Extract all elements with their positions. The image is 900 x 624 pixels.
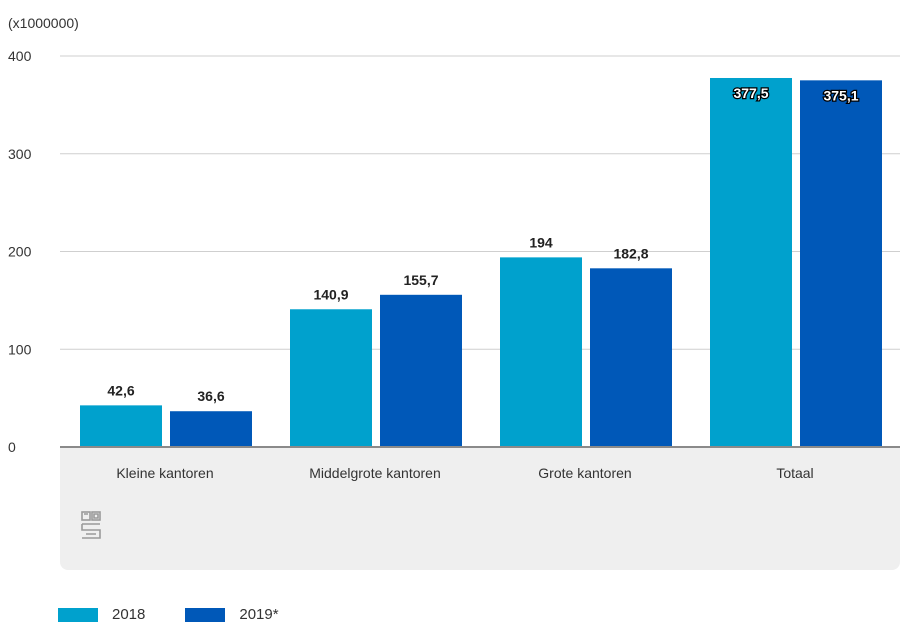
bar xyxy=(710,77,792,448)
data-label: 182,8 xyxy=(613,245,648,261)
bar xyxy=(500,257,582,447)
bar xyxy=(80,405,162,447)
data-label: 42,6 xyxy=(107,382,134,398)
y-tick-label: 0 xyxy=(8,439,16,455)
data-label: 140,9 xyxy=(313,286,348,302)
legend: 2018 2019* xyxy=(58,606,279,623)
bar xyxy=(800,80,882,447)
cbs-logo-icon xyxy=(81,511,101,539)
y-tick-label: 300 xyxy=(8,146,32,162)
category-label: Grote kantoren xyxy=(538,465,631,481)
data-label: 36,6 xyxy=(197,388,224,404)
y-tick-label: 400 xyxy=(8,48,32,64)
category-label: Middelgrote kantoren xyxy=(309,465,441,481)
bar xyxy=(290,309,372,447)
data-label: 155,7 xyxy=(403,272,438,288)
bar xyxy=(380,294,462,447)
bars: 42,6 36,6 140,9 155,7 194 182,8 377,5 375,1 xyxy=(80,77,882,448)
category-band-top xyxy=(60,448,900,460)
y-tick-label: 200 xyxy=(8,244,32,260)
y-axis-ticks: 0 100 200 300 400 xyxy=(8,48,32,455)
legend-label-2019: 2019* xyxy=(239,606,279,623)
legend-swatch-2019 xyxy=(185,607,226,622)
data-label: 375,1 xyxy=(823,87,858,103)
legend-item-2019: 2019* xyxy=(185,606,279,623)
data-label: 194 xyxy=(529,234,553,250)
legend-label-2018: 2018 xyxy=(112,606,146,623)
y-axis-unit-label: (x1000000) xyxy=(8,15,79,31)
category-label: Totaal xyxy=(776,465,813,481)
legend-item-2018: 2018 xyxy=(58,606,145,623)
legend-swatch-2018 xyxy=(58,607,98,622)
data-label: 377,5 xyxy=(733,85,768,101)
category-label: Kleine kantoren xyxy=(116,465,213,481)
bar xyxy=(590,268,672,447)
category-labels: Kleine kantoren Middelgrote kantoren Grote… xyxy=(116,465,813,481)
bar xyxy=(170,411,252,447)
bar-chart: (x1000000) 0 100 200 300 400 42,6 36,6 140,9 15… xyxy=(8,15,900,570)
y-tick-label: 100 xyxy=(8,341,32,357)
category-band xyxy=(60,448,900,570)
